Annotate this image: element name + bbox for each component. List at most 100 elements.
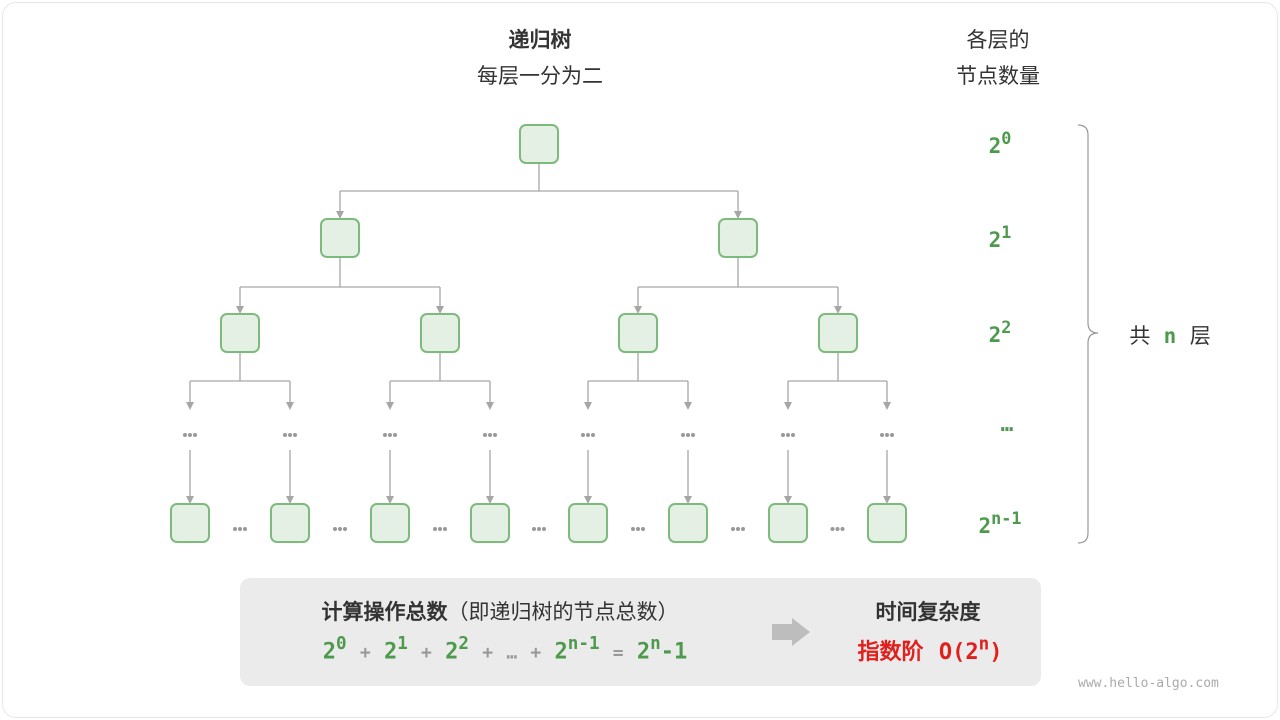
ellipsis-dot: [636, 527, 640, 531]
ellipsis-dot: [591, 433, 595, 437]
arrow-head: [386, 402, 394, 410]
arrow-head: [236, 306, 244, 314]
level-count-1: 21: [988, 222, 1012, 253]
ellipsis-dot: [243, 527, 247, 531]
tree-node: [867, 503, 907, 543]
ellipsis-dot: [238, 527, 242, 531]
ellipsis-dot: [885, 433, 889, 437]
tree-node: [270, 503, 310, 543]
arrow-head: [584, 496, 592, 504]
arrow-head: [584, 402, 592, 410]
ellipsis-dot: [383, 433, 387, 437]
total-levels-label: 共 n 层: [1129, 324, 1211, 348]
ellipsis-dot: [736, 527, 740, 531]
ellipsis-dot: [686, 433, 690, 437]
tree-node: [768, 503, 808, 543]
tree-title: 递归树: [508, 28, 572, 52]
complexity-value: 指数阶 O(2n): [857, 634, 1003, 665]
arrow-head: [336, 211, 344, 219]
ellipsis-dot: [731, 527, 735, 531]
ellipsis-dot: [681, 433, 685, 437]
ellipsis-dot: [786, 433, 790, 437]
ellipsis-dot: [586, 433, 590, 437]
tree-node: [420, 313, 460, 353]
ellipsis-dot: [631, 527, 635, 531]
edge: [638, 257, 838, 288]
summary-title: 计算操作总数（即递归树的节点总数）: [321, 600, 679, 624]
ellipsis-dot: [532, 527, 536, 531]
summary-panel: [240, 578, 1041, 686]
level-count-0: 20: [988, 128, 1012, 159]
ellipsis-dot: [443, 527, 447, 531]
summary-formula: 20 + 21 + 22 + … + 2n-1 = 2n-1: [322, 634, 688, 665]
tree-node: [668, 503, 708, 543]
level-count-last: 2n-1: [978, 508, 1022, 539]
arrow-head: [784, 402, 792, 410]
arrow-head: [784, 496, 792, 504]
tree-node: [568, 503, 608, 543]
arrow-head: [734, 211, 742, 219]
watermark: www.hello-algo.com: [1078, 676, 1219, 691]
ellipsis-dot: [188, 433, 192, 437]
ellipsis-dot: [890, 433, 894, 437]
ellipsis-dot: [193, 433, 197, 437]
ellipsis-dot: [283, 433, 287, 437]
arrow-head: [834, 306, 842, 314]
tree-node: [618, 313, 658, 353]
ellipsis-dot: [493, 433, 497, 437]
level-count-ellipsis: …: [1000, 412, 1014, 436]
ellipsis-dot: [691, 433, 695, 437]
right-title-2: 节点数量: [956, 64, 1040, 88]
tree-subtitle: 每层一分为二: [477, 64, 603, 88]
edge: [588, 352, 688, 382]
arrow-head: [684, 496, 692, 504]
arrow-head: [286, 496, 294, 504]
edge: [788, 352, 887, 382]
ellipsis-dot: [483, 433, 487, 437]
tree-node: [320, 218, 360, 258]
edge: [240, 257, 440, 288]
ellipsis-dot: [741, 527, 745, 531]
tree-node: [170, 503, 210, 543]
edge: [390, 352, 490, 382]
ellipsis-dot: [791, 433, 795, 437]
arrow-head: [486, 496, 494, 504]
arrow-head: [436, 306, 444, 314]
ellipsis-dot: [537, 527, 541, 531]
tree-node: [519, 124, 559, 164]
ellipsis-dot: [288, 433, 292, 437]
ellipsis-dot: [338, 527, 342, 531]
tree-node: [470, 503, 510, 543]
arrow-head: [883, 496, 891, 504]
ellipsis-dot: [840, 527, 845, 531]
brace: [1077, 124, 1099, 544]
arrow-head: [684, 402, 692, 410]
level-count-2: 22: [988, 317, 1012, 348]
ellipsis-dot: [433, 527, 437, 531]
ellipsis-dot: [581, 433, 585, 437]
arrow-head: [186, 402, 194, 410]
ellipsis-dot: [333, 527, 337, 531]
edge: [340, 163, 738, 192]
ellipsis-dot: [183, 433, 187, 437]
tree-node: [818, 313, 858, 353]
arrow-head: [883, 402, 891, 410]
arrow-head: [286, 402, 294, 410]
ellipsis-dot: [542, 527, 546, 531]
ellipsis-dot: [781, 433, 785, 437]
arrow-head: [486, 402, 494, 410]
ellipsis-dot: [233, 527, 237, 531]
ellipsis-dot: [438, 527, 442, 531]
tree-node: [370, 503, 410, 543]
ellipsis-dot: [835, 527, 840, 531]
ellipsis-dot: [488, 433, 492, 437]
tree-node: [220, 313, 260, 353]
ellipsis-dot: [641, 527, 645, 531]
arrow-head: [186, 496, 194, 504]
complexity-title: 时间复杂度: [875, 600, 981, 624]
tree-node: [718, 218, 758, 258]
edge: [190, 352, 290, 382]
ellipsis-dot: [388, 433, 392, 437]
